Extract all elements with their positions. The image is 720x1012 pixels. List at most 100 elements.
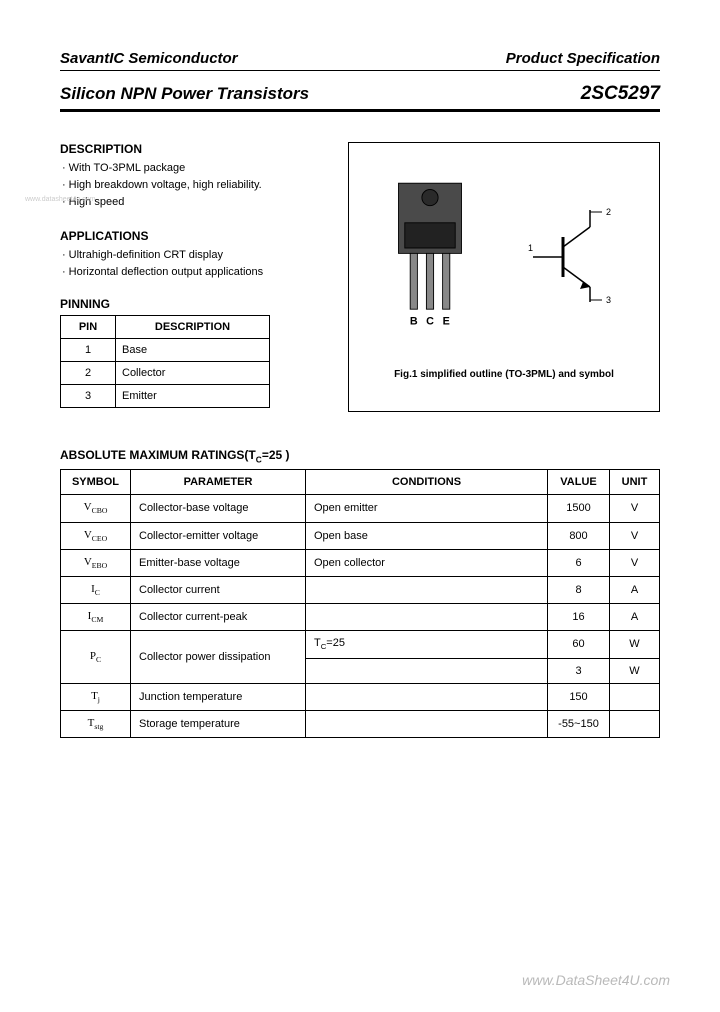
table-row: IC Collector current 8 A bbox=[61, 576, 660, 603]
description-heading: DESCRIPTION bbox=[60, 142, 330, 156]
table-row: VCEO Collector-emitter voltage Open base… bbox=[61, 522, 660, 549]
doc-type: Product Specification bbox=[506, 50, 660, 67]
cell-symbol: IC bbox=[61, 576, 131, 603]
cell-unit bbox=[610, 710, 660, 737]
divider-thick bbox=[60, 109, 660, 112]
cell-param: Collector current bbox=[131, 576, 306, 603]
table-row: 3 Emitter bbox=[61, 385, 270, 408]
ratings-heading: ABSOLUTE MAXIMUM RATINGS(TC=25 ) bbox=[60, 448, 660, 464]
cell-cond bbox=[306, 604, 548, 631]
desc-item: High speed bbox=[62, 194, 330, 211]
cell-symbol: Tstg bbox=[61, 710, 131, 737]
app-item: Horizontal deflection output application… bbox=[62, 264, 330, 281]
cell-cond: TC=25 bbox=[306, 631, 548, 658]
cell-unit: A bbox=[610, 604, 660, 631]
col-value: VALUE bbox=[548, 470, 610, 495]
svg-text:E: E bbox=[443, 316, 450, 328]
cell-unit bbox=[610, 683, 660, 710]
watermark-footer: www.DataSheet4U.com bbox=[522, 972, 670, 988]
cell-cond bbox=[306, 576, 548, 603]
svg-text:C: C bbox=[426, 316, 434, 328]
table-row: VEBO Emitter-base voltage Open collector… bbox=[61, 549, 660, 576]
cell-unit: V bbox=[610, 522, 660, 549]
svg-text:3: 3 bbox=[606, 295, 611, 305]
cell-val: 16 bbox=[548, 604, 610, 631]
cell-val: 1500 bbox=[548, 495, 610, 522]
cell-unit: W bbox=[610, 631, 660, 658]
pin-num: 3 bbox=[61, 385, 116, 408]
table-row: 2 Collector bbox=[61, 362, 270, 385]
cell-symbol: VCEO bbox=[61, 522, 131, 549]
ratings-table: SYMBOL PARAMETER CONDITIONS VALUE UNIT V… bbox=[60, 469, 660, 738]
table-header-row: SYMBOL PARAMETER CONDITIONS VALUE UNIT bbox=[61, 470, 660, 495]
transistor-symbol-icon: 1 2 3 bbox=[528, 202, 623, 312]
cell-unit: A bbox=[610, 576, 660, 603]
cell-val: 6 bbox=[548, 549, 610, 576]
cell-param: Collector current-peak bbox=[131, 604, 306, 631]
pin-desc: Collector bbox=[116, 362, 270, 385]
cell-symbol: Tj bbox=[61, 683, 131, 710]
pinning-table: PIN DESCRIPTION 1 Base 2 Collector 3 Emi… bbox=[60, 315, 270, 408]
pinning-heading: PINNING bbox=[60, 297, 330, 311]
col-symbol: SYMBOL bbox=[61, 470, 131, 495]
cell-param: Storage temperature bbox=[131, 710, 306, 737]
cell-cond: Open base bbox=[306, 522, 548, 549]
table-row: PC Collector power dissipation TC=25 60 … bbox=[61, 631, 660, 658]
cell-val: 3 bbox=[548, 658, 610, 683]
table-row: ICM Collector current-peak 16 A bbox=[61, 604, 660, 631]
cell-cond: Open emitter bbox=[306, 495, 548, 522]
pin-num: 1 bbox=[61, 339, 116, 362]
table-row: Tstg Storage temperature -55~150 bbox=[61, 710, 660, 737]
pin-desc: Base bbox=[116, 339, 270, 362]
cell-cond: Open collector bbox=[306, 549, 548, 576]
table-row: Tj Junction temperature 150 bbox=[61, 683, 660, 710]
desc-item: With TO-3PML package bbox=[62, 160, 330, 177]
product-family: Silicon NPN Power Transistors bbox=[60, 84, 309, 104]
cell-param: Collector-base voltage bbox=[131, 495, 306, 522]
cell-param: Collector power dissipation bbox=[131, 631, 306, 683]
table-row: VCBO Collector-base voltage Open emitter… bbox=[61, 495, 660, 522]
figure-box: B C E 1 2 3 bbox=[348, 142, 660, 412]
cell-val: -55~150 bbox=[548, 710, 610, 737]
cell-unit: W bbox=[610, 658, 660, 683]
cell-symbol: ICM bbox=[61, 604, 131, 631]
cell-symbol: VEBO bbox=[61, 549, 131, 576]
svg-text:1: 1 bbox=[528, 243, 533, 253]
col-pin: PIN bbox=[61, 316, 116, 339]
svg-text:B: B bbox=[410, 316, 418, 328]
cell-unit: V bbox=[610, 549, 660, 576]
pin-desc: Emitter bbox=[116, 385, 270, 408]
applications-list: Ultrahigh-definition CRT display Horizon… bbox=[62, 247, 330, 281]
applications-heading: APPLICATIONS bbox=[60, 229, 330, 243]
svg-text:2: 2 bbox=[606, 207, 611, 217]
col-desc: DESCRIPTION bbox=[116, 316, 270, 339]
cell-param: Junction temperature bbox=[131, 683, 306, 710]
cell-param: Collector-emitter voltage bbox=[131, 522, 306, 549]
table-row: PIN DESCRIPTION bbox=[61, 316, 270, 339]
col-unit: UNIT bbox=[610, 470, 660, 495]
pin-num: 2 bbox=[61, 362, 116, 385]
cell-val: 60 bbox=[548, 631, 610, 658]
title-row: Silicon NPN Power Transistors 2SC5297 bbox=[60, 83, 660, 105]
cell-val: 8 bbox=[548, 576, 610, 603]
app-item: Ultrahigh-definition CRT display bbox=[62, 247, 330, 264]
right-column: B C E 1 2 3 bbox=[348, 142, 660, 412]
table-row: 1 Base bbox=[61, 339, 270, 362]
divider-thin bbox=[60, 70, 660, 71]
cell-cond bbox=[306, 658, 548, 683]
watermark-small: www.datasheet4u.com bbox=[25, 196, 95, 203]
cell-val: 800 bbox=[548, 522, 610, 549]
header-row: SavantIC Semiconductor Product Specifica… bbox=[60, 50, 660, 67]
part-number: 2SC5297 bbox=[581, 83, 660, 105]
company-name: SavantIC Semiconductor bbox=[60, 50, 238, 67]
cell-val: 150 bbox=[548, 683, 610, 710]
cell-cond bbox=[306, 710, 548, 737]
description-list: With TO-3PML package High breakdown volt… bbox=[62, 160, 330, 211]
figure-caption: Fig.1 simplified outline (TO-3PML) and s… bbox=[359, 369, 649, 380]
cell-param: Emitter-base voltage bbox=[131, 549, 306, 576]
figure-content: B C E 1 2 3 bbox=[359, 157, 649, 357]
col-parameter: PARAMETER bbox=[131, 470, 306, 495]
cell-symbol: VCBO bbox=[61, 495, 131, 522]
cell-symbol: PC bbox=[61, 631, 131, 683]
package-outline-icon: B C E bbox=[385, 176, 475, 338]
